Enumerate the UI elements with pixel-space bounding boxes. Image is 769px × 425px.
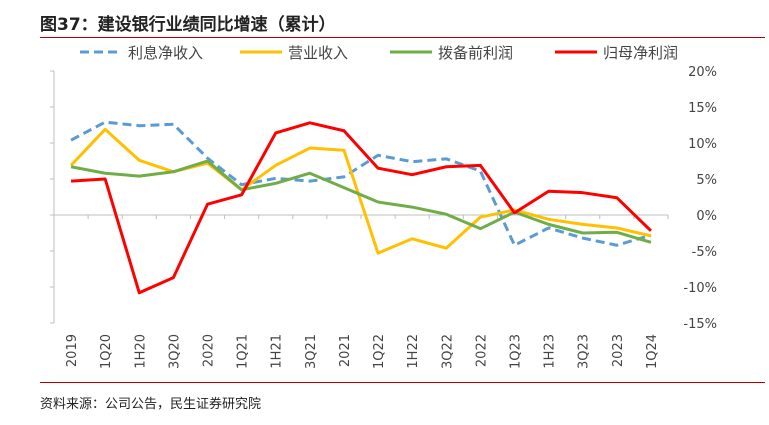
- legend-label: 营业收入: [288, 44, 348, 62]
- legend-label: 利息净收入: [128, 44, 203, 62]
- y-tick-label: 0%: [696, 209, 717, 224]
- x-tick-label: 3Q23: [577, 334, 592, 369]
- y-tick-label: 20%: [688, 65, 717, 80]
- x-tick-label: 1Q21: [236, 334, 251, 369]
- x-tick-label: 1Q22: [372, 334, 387, 369]
- x-tick-label: 1Q20: [99, 334, 114, 369]
- figure-title: 图37：建设银行业绩同比增速（累计）: [40, 15, 336, 35]
- y-tick-label: 5%: [696, 173, 717, 188]
- x-tick-label: 1H21: [270, 334, 285, 369]
- y-tick-label: 10%: [688, 137, 717, 152]
- x-tick-label: 3Q20: [167, 334, 182, 369]
- series-line-2: [69, 127, 652, 255]
- x-tick-label: 1Q23: [509, 334, 524, 369]
- x-tick-label: 2022: [474, 334, 489, 367]
- y-tick-label: -10%: [683, 281, 717, 296]
- title-rule: [40, 37, 765, 38]
- x-tick-label: 3Q22: [440, 334, 455, 369]
- x-tick-label: 2020: [202, 334, 217, 367]
- series-line-1: [70, 120, 652, 247]
- x-tick-label: 2023: [611, 334, 626, 367]
- x-tick-label: 1H23: [543, 334, 558, 369]
- x-tick-label: 1Q24: [645, 334, 660, 369]
- source-rule: [40, 382, 765, 383]
- y-tick-label: -5%: [692, 245, 717, 260]
- legend-label: 拨备前利润: [438, 44, 513, 62]
- x-tick-label: 2021: [338, 334, 353, 367]
- series-line-3: [70, 159, 652, 244]
- y-tick-label: -15%: [683, 317, 717, 332]
- x-tick-label: 2019: [65, 334, 80, 367]
- x-tick-label: 3Q21: [304, 334, 319, 369]
- source-note: 资料来源：公司公告，民生证券研究院: [40, 397, 262, 412]
- x-tick-label: 1H20: [133, 334, 148, 369]
- legend-label: 归母净利润: [603, 44, 678, 62]
- x-tick-label: 1H22: [406, 334, 421, 369]
- y-tick-label: 15%: [688, 101, 717, 116]
- series-line-4: [70, 121, 652, 295]
